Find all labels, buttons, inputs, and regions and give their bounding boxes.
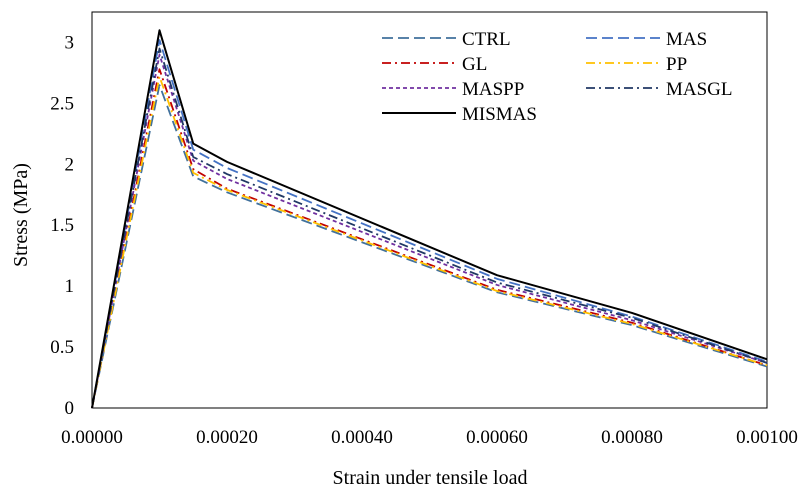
- series-layer: [91, 29, 768, 409]
- legend-label-masgl: MASGL: [666, 79, 733, 100]
- series-line-masgl: [91, 47, 768, 409]
- x-tick-label: 0.00020: [196, 427, 258, 448]
- y-tick-label: 1: [65, 276, 75, 297]
- series-line-mas: [91, 39, 768, 409]
- series-line-pp: [91, 75, 768, 409]
- y-tick-label: 2.5: [50, 93, 74, 114]
- x-tick-label: 0.00000: [61, 427, 123, 448]
- series-line-maspp: [91, 53, 768, 409]
- x-axis-label: Strain under tensile load: [333, 467, 528, 489]
- x-tick-label: 0.00100: [736, 427, 798, 448]
- y-tick-label: 0: [65, 398, 75, 419]
- series-line-mismas: [91, 29, 768, 409]
- plot-frame: [91, 11, 768, 409]
- series-line-gl: [91, 68, 768, 409]
- y-tick-label: 0.5: [50, 337, 74, 358]
- legend-label-ctrl: CTRL: [462, 29, 511, 50]
- y-tick-label: 2: [65, 154, 75, 175]
- series-line-ctrl: [91, 84, 768, 409]
- x-tick-label: 0.00040: [331, 427, 393, 448]
- legend-label-maspp: MASPP: [462, 79, 524, 100]
- y-tick-label: 1.5: [50, 215, 74, 236]
- y-tick-label: 3: [65, 32, 75, 53]
- y-axis-label: Stress (MPa): [10, 163, 32, 267]
- legend-label-gl: GL: [462, 54, 487, 75]
- legend-label-mismas: MISMAS: [462, 104, 537, 125]
- x-tick-label: 0.00060: [466, 427, 528, 448]
- x-axis-ticks: 0.00000 0.00020 0.00040 0.00060 0.00080 0.001…: [61, 427, 798, 448]
- x-tick-label: 0.00080: [601, 427, 663, 448]
- y-axis-ticks: 0 0.5 1 1.5 2 2.5 3: [50, 32, 74, 419]
- legend-label-mas: MAS: [666, 29, 707, 50]
- legend-label-pp: PP: [666, 54, 687, 75]
